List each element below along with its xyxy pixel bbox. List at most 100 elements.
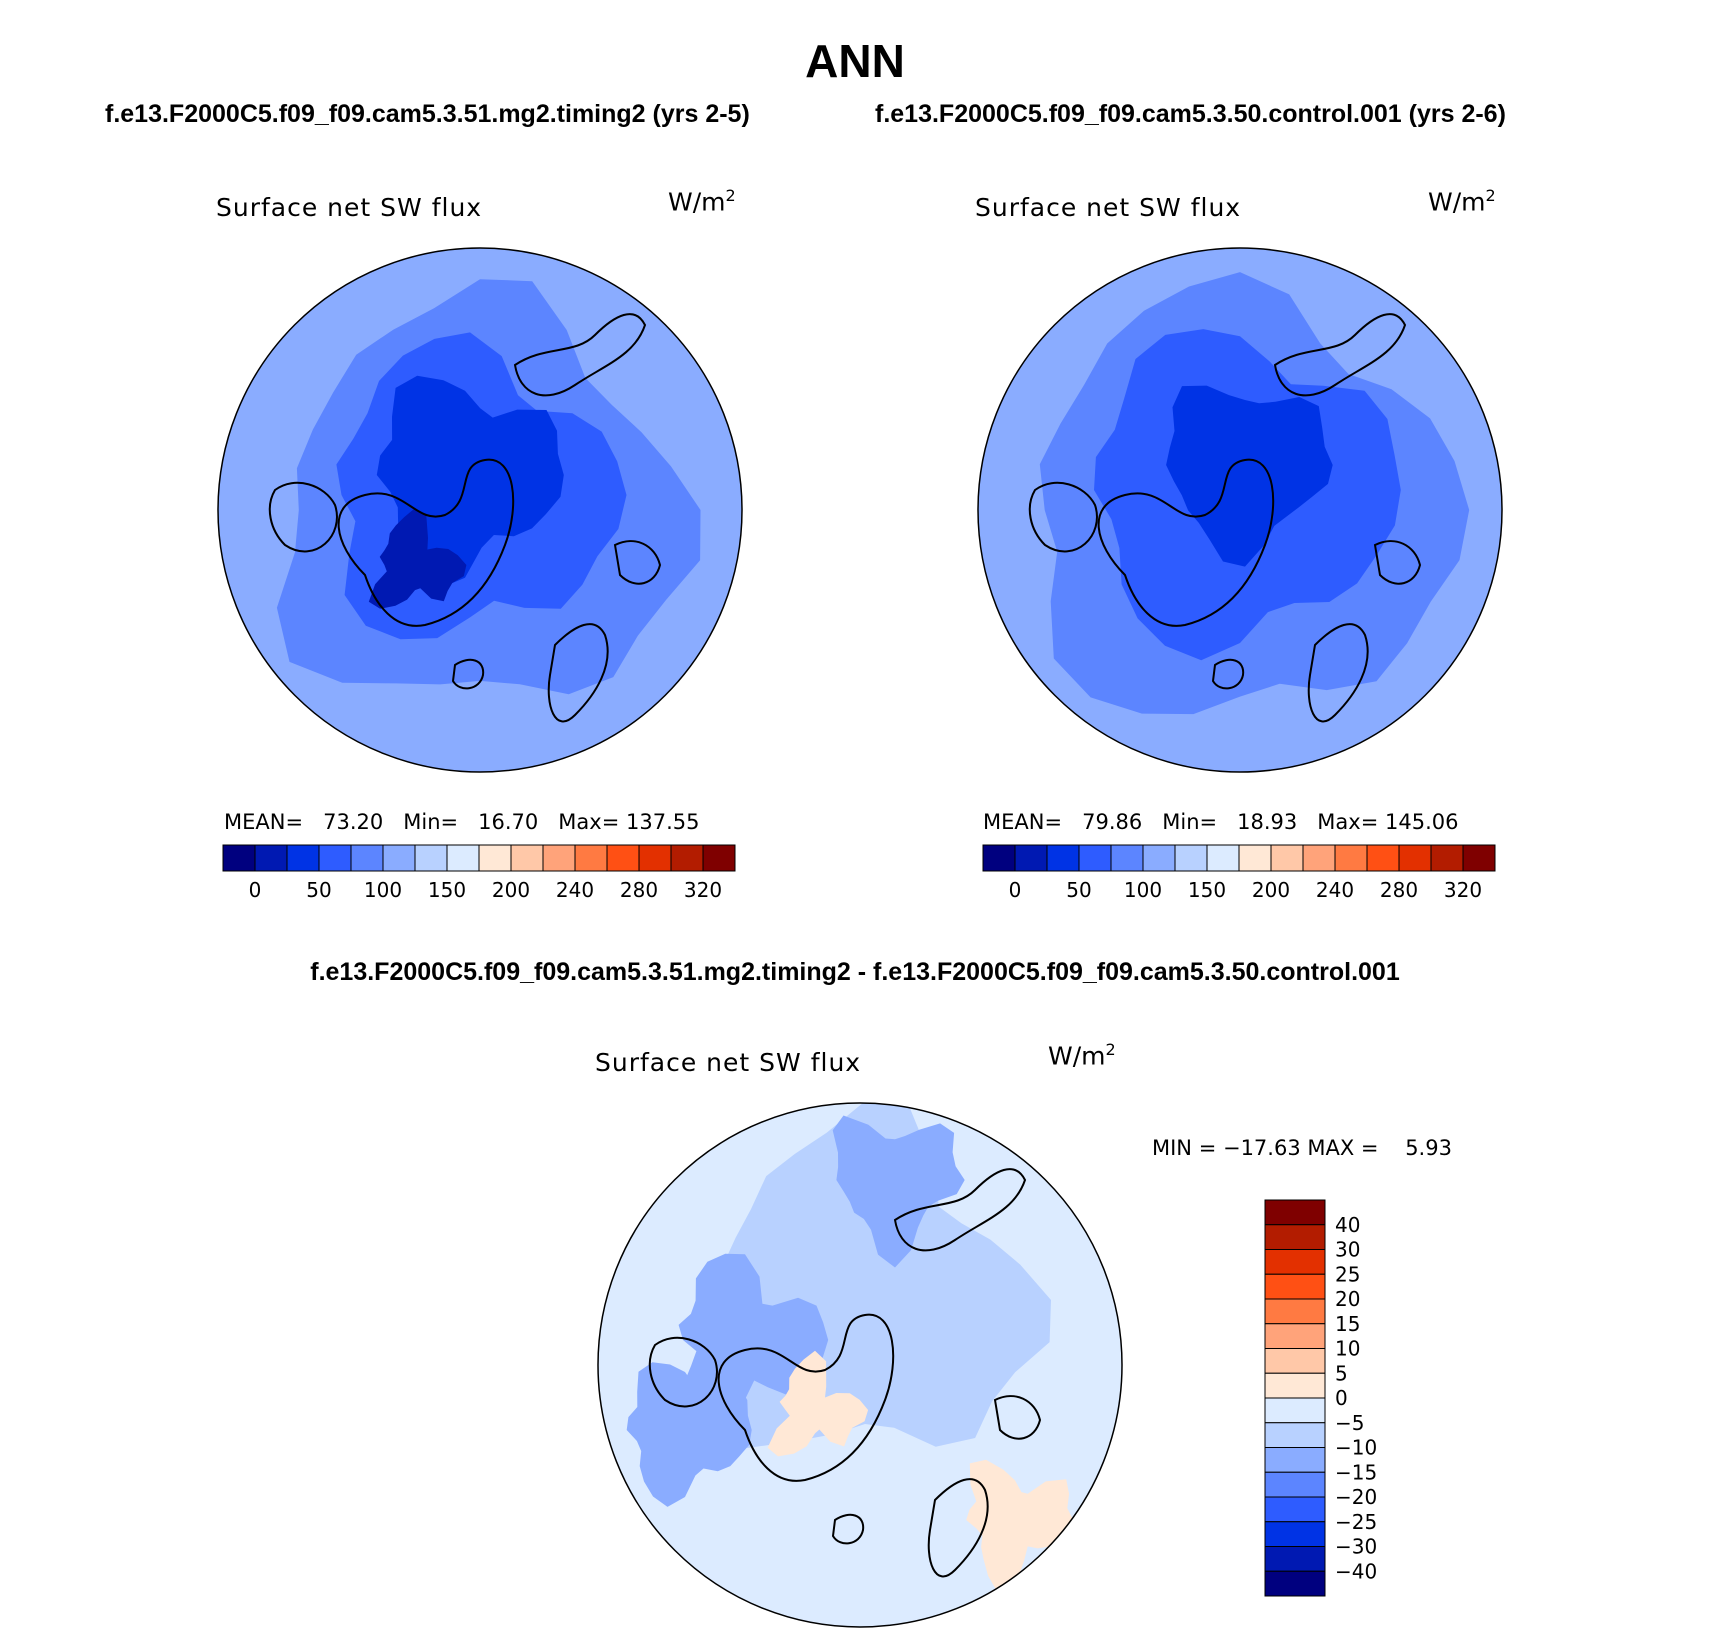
coastline [513, 313, 647, 397]
colorbar-swatch [1206, 844, 1240, 872]
colorbar-swatch [1264, 1348, 1326, 1374]
colorbar-tick-label: −25 [1335, 1510, 1377, 1534]
coastline [648, 1336, 718, 1408]
figure-title: ANN [805, 35, 905, 87]
colorbar-right: 0 50 100 150 200 240 280 320 [982, 844, 1496, 902]
colorbar-tick-label: 240 [556, 878, 594, 902]
map-contour-fill [966, 1459, 1074, 1594]
colorbar-swatch [286, 844, 320, 872]
colorbar-swatch [1238, 844, 1272, 872]
colorbar-swatch [350, 844, 384, 872]
colorbar-swatch [1264, 1397, 1326, 1424]
coastline [1307, 623, 1369, 723]
case-title-right: f.e13.F2000C5.f09_f09.cam5.3.50.control.… [875, 100, 1506, 128]
coastline [1097, 458, 1275, 627]
colorbar-swatch [478, 844, 512, 872]
colorbar-swatch [1264, 1372, 1326, 1399]
coastline [831, 1513, 865, 1545]
colorbar-swatch [446, 844, 480, 872]
colorbar-swatch [254, 844, 288, 872]
colorbar-tick-label: −15 [1335, 1460, 1377, 1484]
coastline [451, 658, 485, 690]
colorbar-swatch [1264, 1199, 1326, 1226]
coastline [1211, 658, 1245, 690]
colorbar-tick-label: −30 [1335, 1535, 1377, 1559]
colorbar-tick-label: 240 [1316, 878, 1354, 902]
colorbar-tick-label: 30 [1335, 1238, 1360, 1262]
map-border [217, 247, 743, 773]
colorbar-tick-label: −20 [1335, 1485, 1377, 1509]
colorbar-swatch [1366, 844, 1400, 872]
colorbar-tick-label: −5 [1335, 1411, 1364, 1435]
colorbar-tick-label: −10 [1335, 1436, 1377, 1460]
colorbar-swatch [1302, 844, 1336, 872]
coastline [1373, 540, 1422, 585]
coastline [337, 458, 515, 627]
colorbar-swatch [1264, 1546, 1326, 1572]
colorbar-tick-label: 0 [1335, 1386, 1348, 1410]
map-contour-fill [1166, 385, 1333, 567]
colorbar-swatch [1334, 844, 1368, 872]
units-label-right: W/m2 [1428, 186, 1496, 217]
colorbar-tick-label: 100 [1124, 878, 1162, 902]
mean-value-left: 73.20 [323, 810, 384, 834]
difference-title: f.e13.F2000C5.f09_f09.cam5.3.51.mg2.timi… [310, 958, 1400, 986]
coastline [1273, 313, 1407, 397]
colorbar-left: 0 50 100 150 200 240 280 320 [222, 844, 736, 902]
colorbar-tick-label: 150 [428, 878, 466, 902]
units-label-diff: W/m2 [1048, 1040, 1116, 1071]
colorbar-swatch [1462, 844, 1496, 872]
colorbar-swatch [1270, 844, 1304, 872]
colorbar-swatch [606, 844, 640, 872]
colorbar-tick-label: 40 [1335, 1213, 1360, 1237]
colorbar-swatch [1264, 1323, 1326, 1349]
colorbar-swatch [1264, 1249, 1326, 1275]
variable-label-left: Surface net SW flux [216, 193, 483, 222]
colorbar-tick-label: 280 [620, 878, 658, 902]
colorbar-swatch [1264, 1298, 1326, 1325]
colorbar-swatch [1264, 1447, 1326, 1473]
colorbar-tick-label: 200 [1252, 878, 1290, 902]
coastline [993, 1395, 1042, 1440]
colorbar-swatch [1264, 1422, 1326, 1448]
colorbar-swatch [1078, 844, 1112, 872]
colorbar-swatch [670, 844, 704, 872]
map-contour-fill [767, 1350, 869, 1457]
colorbar-swatch [1046, 844, 1080, 872]
colorbar-swatch [1264, 1521, 1326, 1547]
polar-map-diff [597, 1102, 1123, 1628]
mean-value-right: 79.86 [1082, 810, 1143, 834]
colorbar-swatch [222, 844, 256, 872]
stats-right: MEAN= 79.86 Min= 18.93 Max= 145.06 [983, 810, 1459, 834]
colorbar-swatch [1264, 1570, 1326, 1597]
colorbar-swatch [1264, 1273, 1326, 1300]
map-contour-fill [626, 1362, 752, 1507]
coastline [547, 623, 609, 723]
case-title-left: f.e13.F2000C5.f09_f09.cam5.3.51.mg2.timi… [105, 100, 750, 128]
map-contour-fill [832, 1115, 965, 1268]
colorbar-swatch [1142, 844, 1176, 872]
units-label-left: W/m2 [668, 186, 736, 217]
colorbar-tick-label: 200 [492, 878, 530, 902]
colorbar-tick-label: −40 [1335, 1559, 1377, 1583]
colorbar-tick-label: 50 [306, 878, 331, 902]
colorbar-swatch [638, 844, 672, 872]
coastline [893, 1168, 1027, 1252]
colorbar-swatch [1430, 844, 1464, 872]
colorbar-swatch [574, 844, 608, 872]
colorbar-tick-label: 0 [1009, 878, 1022, 902]
max-value-right: 145.06 [1385, 810, 1459, 834]
colorbar-swatch [414, 844, 448, 872]
colorbar-tick-label: 150 [1188, 878, 1226, 902]
colorbar-swatch [1110, 844, 1144, 872]
colorbar-swatch [382, 844, 416, 872]
colorbar-swatch [542, 844, 576, 872]
colorbar-swatch [1264, 1496, 1326, 1523]
colorbar-tick-label: 50 [1066, 878, 1091, 902]
colorbar-swatch [1264, 1471, 1326, 1498]
colorbar-swatch [1014, 844, 1048, 872]
coastline [717, 1313, 895, 1482]
colorbar-swatch [982, 844, 1016, 872]
min-value-left: 16.70 [478, 810, 539, 834]
